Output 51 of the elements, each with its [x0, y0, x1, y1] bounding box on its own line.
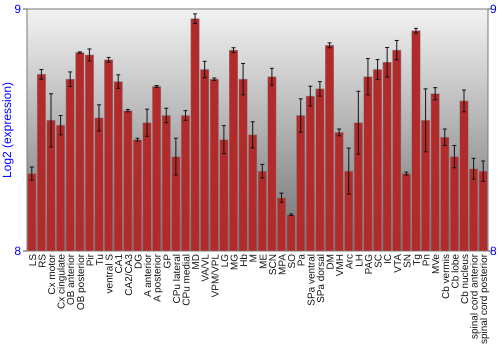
x-tick-label: LS: [28, 254, 39, 266]
x-tick-label: SCN: [268, 254, 279, 276]
x-tick-label: OB anterior: [66, 253, 78, 306]
x-tick-label: DG: [133, 254, 144, 269]
x-tick-label: IC: [383, 254, 394, 264]
x-tick-label: Hb: [239, 254, 250, 267]
x-tick-label: Cx motor: [47, 253, 58, 295]
x-tick-label: M: [248, 254, 260, 262]
x-tick-label: SO: [287, 254, 298, 268]
x-tick-label: MD: [191, 254, 202, 270]
x-tick-label: LH: [354, 254, 366, 267]
y2-tick-label: 9: [490, 2, 497, 16]
x-tick-label: OB posterior: [76, 253, 87, 310]
x-tick-label: DM: [326, 254, 337, 270]
x-tick-label: VPM/VPL: [210, 254, 222, 298]
x-tick-label: LG: [220, 254, 231, 268]
x-tick-label: Tg: [412, 254, 423, 266]
x-tick-label: Arc: [344, 254, 356, 269]
x-tick-label: ME: [258, 254, 270, 269]
x-tick-label: Pn: [422, 254, 433, 266]
y-axis-title: Log2 (expression): [0, 82, 14, 178]
x-tick-label: spinal cord posterior: [479, 253, 490, 344]
y2-tick-label: 8: [490, 244, 497, 258]
x-tick-label: Pir: [85, 253, 96, 266]
x-tick-label: VMH: [335, 254, 346, 276]
x-tick-label: SPa ventral: [306, 254, 318, 306]
x-tick-label: Cb vermis: [440, 254, 452, 300]
x-tick-label: PAG: [364, 254, 375, 274]
x-tick-label: GP: [162, 254, 174, 268]
x-tick-label: MPA: [278, 254, 289, 275]
x-tick-label: ventral S: [104, 254, 116, 294]
x-tick-label: A anterior: [143, 253, 154, 297]
x-tick-label: Cx cingulate: [56, 254, 68, 310]
x-tick-label: Pa: [296, 254, 308, 266]
x-tick-label: VTA: [392, 254, 404, 273]
x-tick-label: SPa dorsal: [316, 254, 327, 303]
x-tick-label: CPu lateral: [172, 254, 183, 304]
x-tick-label: RS: [37, 254, 48, 268]
x-tick-label: CA1: [114, 254, 126, 274]
x-tick-label: MG: [229, 254, 240, 270]
x-tick-label: SC: [374, 254, 385, 268]
x-tick-label: CA2/CA3: [124, 254, 135, 296]
x-tick-label: SN: [402, 254, 414, 268]
x-tick-label: CPu medial: [181, 254, 192, 306]
x-tick-label: Cb nucleus: [460, 254, 471, 304]
x-tick-label: spinal cord anterior: [470, 253, 481, 340]
x-tick-label: Cb lobe: [450, 254, 462, 288]
x-tick-label: MVe: [431, 254, 442, 274]
x-tick-label: A posterior: [152, 253, 164, 302]
x-tick-label: Tu: [95, 254, 106, 266]
x-tick-label: VA/VL: [200, 254, 212, 282]
